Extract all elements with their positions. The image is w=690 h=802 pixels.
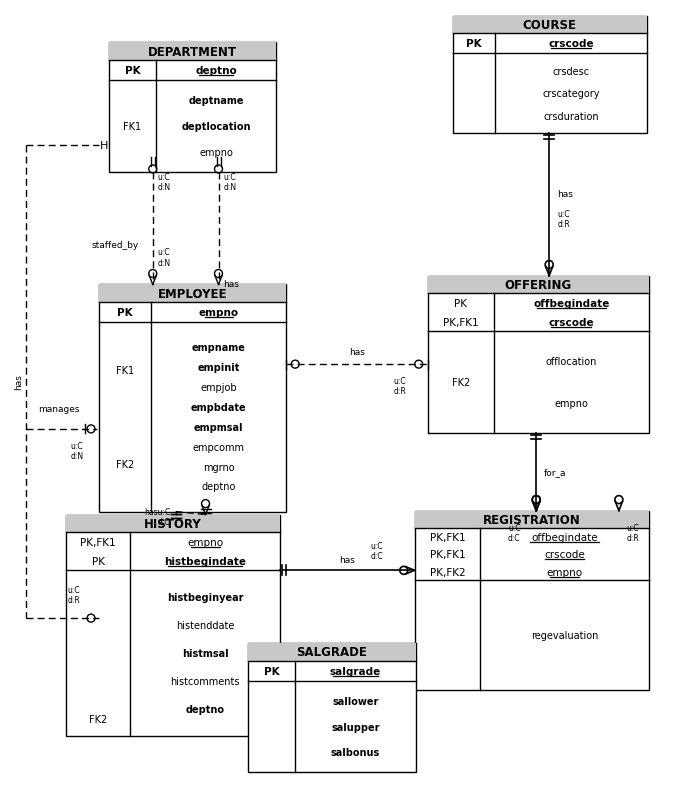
- Text: has: has: [224, 280, 239, 290]
- Text: histcomments: histcomments: [170, 676, 240, 686]
- Text: staffed_by: staffed_by: [91, 241, 139, 249]
- Text: SALGRADE: SALGRADE: [297, 646, 368, 658]
- Text: empcomm: empcomm: [193, 442, 245, 452]
- Text: u:C
d:C: u:C d:C: [508, 523, 521, 542]
- Text: empinit: empinit: [197, 363, 240, 373]
- Text: histbegindate: histbegindate: [164, 556, 246, 566]
- Text: offbegindate: offbegindate: [533, 298, 609, 309]
- Text: empno: empno: [546, 567, 582, 577]
- Text: PK: PK: [454, 298, 467, 309]
- Text: u:C
d:N: u:C d:N: [224, 172, 237, 192]
- Text: deptno: deptno: [195, 67, 237, 76]
- Text: PK: PK: [125, 67, 140, 76]
- Text: histbeginyear: histbeginyear: [167, 593, 244, 602]
- Text: REGISTRATION: REGISTRATION: [483, 513, 580, 526]
- Text: u:C
d:R: u:C d:R: [627, 523, 640, 542]
- Bar: [248, 643, 415, 661]
- Text: has: has: [14, 374, 23, 390]
- Text: FK2: FK2: [116, 460, 135, 470]
- Text: PK,FK1: PK,FK1: [81, 537, 116, 547]
- Text: for_a: for_a: [544, 468, 566, 476]
- Text: u:C
d:N: u:C d:N: [158, 172, 171, 192]
- Text: PK,FK2: PK,FK2: [430, 567, 465, 577]
- Text: u:C
d:N: u:C d:N: [158, 248, 171, 267]
- Text: PK,FK1: PK,FK1: [443, 318, 479, 327]
- Text: PK: PK: [92, 556, 105, 566]
- Text: empno: empno: [555, 399, 589, 409]
- Text: FK2: FK2: [452, 378, 470, 387]
- Text: OFFERING: OFFERING: [504, 278, 572, 292]
- Text: sallower: sallower: [333, 696, 379, 706]
- Text: u:C
d:R: u:C d:R: [68, 585, 81, 605]
- Text: regevaluation: regevaluation: [531, 630, 598, 640]
- Text: has: has: [349, 348, 365, 357]
- Text: PK,FK1: PK,FK1: [430, 533, 465, 542]
- Bar: [415, 511, 649, 690]
- Text: empno: empno: [199, 148, 233, 157]
- Text: crsduration: crsduration: [543, 111, 599, 121]
- Text: FK1: FK1: [124, 122, 141, 132]
- Bar: [248, 643, 415, 772]
- Text: PK: PK: [117, 308, 133, 318]
- Text: empno: empno: [199, 308, 239, 318]
- Text: deptname: deptname: [188, 96, 244, 107]
- Text: deptno: deptno: [201, 482, 236, 492]
- Text: deptno: deptno: [186, 703, 225, 714]
- Text: crscode: crscode: [549, 39, 594, 50]
- Text: PK: PK: [466, 39, 482, 50]
- Text: empbdate: empbdate: [191, 403, 246, 412]
- Bar: [428, 276, 649, 294]
- Text: salupper: salupper: [331, 722, 380, 731]
- Bar: [453, 17, 647, 134]
- Text: has: has: [557, 190, 573, 199]
- Text: empname: empname: [192, 343, 246, 353]
- Text: DEPARTMENT: DEPARTMENT: [148, 46, 237, 59]
- Text: u:C
d:N: u:C d:N: [70, 441, 83, 460]
- Text: H: H: [100, 141, 108, 151]
- Text: histmsal: histmsal: [182, 648, 228, 658]
- Text: PK,FK1: PK,FK1: [430, 549, 465, 560]
- Text: crscode: crscode: [549, 318, 594, 327]
- Text: u:C
d:R: u:C d:R: [393, 377, 406, 396]
- Bar: [99, 286, 286, 303]
- Text: u:C
d:C: u:C d:C: [371, 541, 383, 561]
- Text: salbonus: salbonus: [331, 747, 380, 757]
- Text: mgrno: mgrno: [203, 462, 235, 472]
- Bar: [109, 43, 276, 61]
- Text: empmsal: empmsal: [194, 423, 244, 432]
- Text: empno: empno: [187, 537, 224, 547]
- Bar: [453, 17, 647, 34]
- Text: has: has: [339, 556, 355, 565]
- Text: FK1: FK1: [116, 365, 135, 375]
- Bar: [415, 511, 649, 529]
- Text: EMPLOYEE: EMPLOYEE: [158, 288, 228, 301]
- Bar: [66, 515, 280, 735]
- Text: crsdesc: crsdesc: [553, 67, 589, 77]
- Text: crscode: crscode: [544, 549, 585, 560]
- Text: HISTORY: HISTORY: [144, 517, 202, 530]
- Text: hasu:C
d:C: hasu:C d:C: [144, 507, 170, 526]
- Bar: [99, 286, 286, 512]
- Text: deptlocation: deptlocation: [181, 122, 250, 132]
- Text: manages: manages: [39, 405, 80, 414]
- Text: salgrade: salgrade: [330, 666, 381, 676]
- Text: COURSE: COURSE: [522, 19, 577, 32]
- Text: histenddate: histenddate: [176, 621, 235, 630]
- Text: PK: PK: [264, 666, 279, 676]
- Text: offlocation: offlocation: [546, 356, 597, 367]
- Text: FK2: FK2: [89, 715, 108, 724]
- Text: crscategory: crscategory: [542, 89, 600, 99]
- Bar: [66, 515, 280, 533]
- Text: empjob: empjob: [201, 383, 237, 393]
- Bar: [428, 276, 649, 433]
- Text: offbegindate: offbegindate: [531, 533, 598, 542]
- Bar: [109, 43, 276, 172]
- Text: u:C
d:R: u:C d:R: [557, 210, 570, 229]
